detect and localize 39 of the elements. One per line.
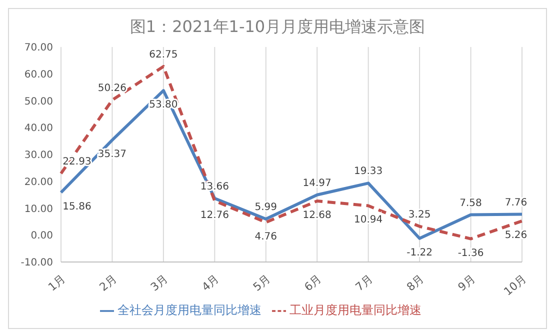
y-tick-label: 50.00 [24, 96, 53, 108]
x-tick-label: 4月 [199, 272, 222, 294]
y-tick-label: 40.00 [24, 123, 53, 134]
data-label: 62.75 [149, 49, 178, 60]
data-label: -1.36 [458, 248, 484, 259]
data-label: 15.86 [62, 202, 92, 212]
x-tick-label: 1月 [46, 272, 68, 294]
data-label: 19.33 [354, 166, 383, 178]
x-tick-label: 9月 [456, 272, 478, 294]
data-label: 3.25 [408, 209, 431, 220]
data-label: 12.68 [302, 210, 332, 222]
x-tick-label: 6月 [302, 272, 324, 294]
y-tick-label: -10.00 [20, 258, 53, 269]
x-tick-label: 2月 [97, 272, 120, 294]
y-tick-label: 70.00 [24, 42, 53, 54]
data-label: 14.97 [302, 178, 332, 189]
data-label: 10.94 [354, 214, 383, 226]
y-tick-label: 60.00 [24, 69, 53, 80]
data-label: 5.99 [254, 202, 278, 214]
y-tick-label: 0.00 [30, 230, 53, 242]
data-label: 12.76 [200, 210, 229, 221]
legend-label: 工业月度用电量同比增速 [290, 303, 422, 317]
x-tick-label: 7月 [353, 272, 376, 294]
x-tick-label: 10月 [501, 272, 529, 298]
data-label: -1.22 [406, 247, 432, 258]
legend-label: 全社会月度用电量同比增速 [118, 303, 262, 317]
data-label: 7.76 [504, 197, 528, 208]
data-label: 7.58 [460, 198, 482, 209]
x-tick-label: 8月 [404, 272, 427, 294]
x-tick-label: 3月 [148, 272, 170, 294]
data-label: 50.26 [98, 83, 127, 94]
data-label: 5.26 [504, 230, 528, 241]
chart-title: 图1：2021年1-10月月度用电增速示意图 [128, 17, 426, 38]
y-tick-label: 10.00 [24, 204, 53, 215]
data-label: 35.37 [98, 149, 127, 160]
data-label: 4.76 [254, 231, 278, 242]
y-tick-label: 20.00 [24, 176, 53, 188]
x-tick-label: 5月 [250, 272, 273, 294]
y-tick-label: 30.00 [24, 150, 53, 162]
